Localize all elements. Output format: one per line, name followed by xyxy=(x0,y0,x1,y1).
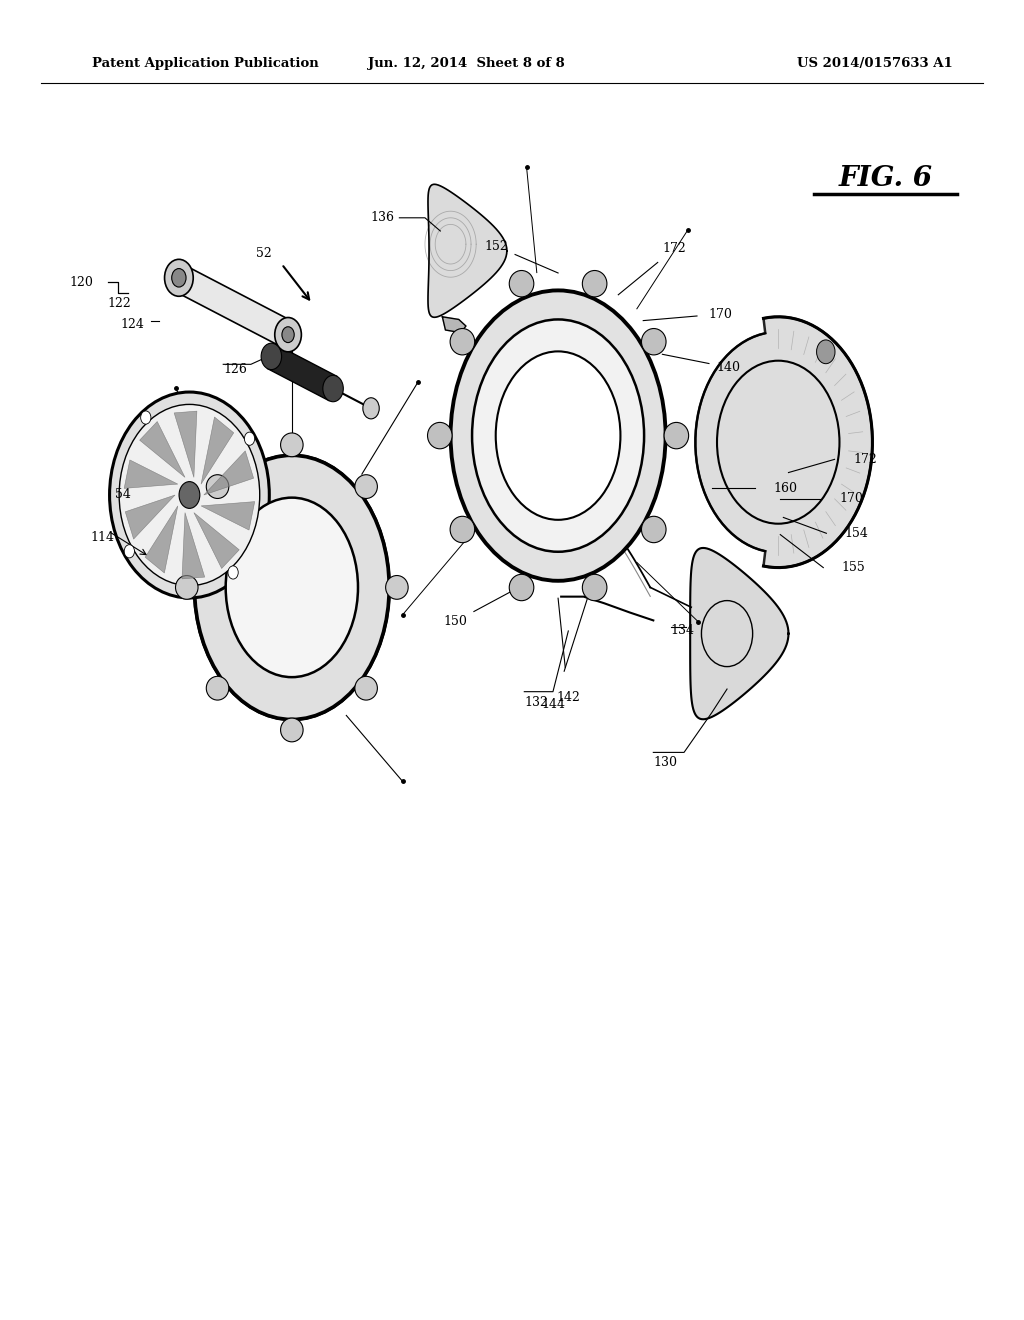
Ellipse shape xyxy=(355,676,378,700)
Text: 122: 122 xyxy=(108,297,131,310)
Ellipse shape xyxy=(451,290,666,581)
Text: 144: 144 xyxy=(542,698,565,711)
Ellipse shape xyxy=(509,271,534,297)
Ellipse shape xyxy=(206,475,228,499)
Polygon shape xyxy=(267,345,337,401)
Polygon shape xyxy=(182,512,205,579)
Circle shape xyxy=(119,404,260,586)
Ellipse shape xyxy=(175,576,198,599)
Text: FIG. 6: FIG. 6 xyxy=(839,165,933,191)
Ellipse shape xyxy=(472,319,644,552)
Text: 170: 170 xyxy=(840,492,863,506)
Ellipse shape xyxy=(428,422,453,449)
Text: 142: 142 xyxy=(556,690,581,704)
Ellipse shape xyxy=(509,574,534,601)
Text: 124: 124 xyxy=(121,318,144,331)
Text: 140: 140 xyxy=(717,360,741,374)
Circle shape xyxy=(245,432,255,445)
Circle shape xyxy=(323,375,343,401)
Circle shape xyxy=(228,566,239,579)
Text: 126: 126 xyxy=(223,363,247,376)
Text: 172: 172 xyxy=(663,242,686,255)
Ellipse shape xyxy=(641,516,666,543)
Circle shape xyxy=(816,341,835,364)
Ellipse shape xyxy=(665,422,689,449)
Circle shape xyxy=(165,259,194,296)
Text: 155: 155 xyxy=(842,561,865,574)
Polygon shape xyxy=(695,317,872,568)
Ellipse shape xyxy=(641,329,666,355)
Text: 136: 136 xyxy=(371,211,394,224)
Circle shape xyxy=(282,327,294,343)
Circle shape xyxy=(179,482,200,508)
Polygon shape xyxy=(125,495,175,539)
Ellipse shape xyxy=(583,574,607,601)
Text: 132: 132 xyxy=(524,696,548,709)
Circle shape xyxy=(274,318,301,352)
Polygon shape xyxy=(428,185,507,317)
Text: 170: 170 xyxy=(708,308,732,321)
Text: 152: 152 xyxy=(484,240,509,253)
Ellipse shape xyxy=(451,516,475,543)
Polygon shape xyxy=(139,421,185,478)
Polygon shape xyxy=(174,411,197,478)
Polygon shape xyxy=(194,512,240,569)
Polygon shape xyxy=(201,417,233,484)
Text: US 2014/0157633 A1: US 2014/0157633 A1 xyxy=(797,57,952,70)
Text: 134: 134 xyxy=(671,624,694,638)
Polygon shape xyxy=(145,506,178,573)
Circle shape xyxy=(172,268,186,286)
Text: 160: 160 xyxy=(773,482,797,495)
Circle shape xyxy=(261,343,282,370)
Text: 172: 172 xyxy=(853,453,877,466)
Text: Jun. 12, 2014  Sheet 8 of 8: Jun. 12, 2014 Sheet 8 of 8 xyxy=(368,57,564,70)
Ellipse shape xyxy=(281,433,303,457)
Ellipse shape xyxy=(195,455,389,719)
Ellipse shape xyxy=(355,475,378,499)
Text: 54: 54 xyxy=(115,488,131,502)
Circle shape xyxy=(362,397,379,418)
Ellipse shape xyxy=(386,576,409,599)
Ellipse shape xyxy=(451,329,475,355)
Text: 56: 56 xyxy=(489,395,506,408)
Ellipse shape xyxy=(206,676,228,700)
Polygon shape xyxy=(690,548,788,719)
Text: 114: 114 xyxy=(90,531,114,544)
Polygon shape xyxy=(175,264,292,348)
Text: 150: 150 xyxy=(443,615,467,628)
Text: Patent Application Publication: Patent Application Publication xyxy=(92,57,318,70)
Text: 52: 52 xyxy=(256,247,272,260)
Polygon shape xyxy=(442,317,466,333)
Circle shape xyxy=(140,411,151,424)
Ellipse shape xyxy=(225,498,358,677)
Circle shape xyxy=(124,545,134,558)
Polygon shape xyxy=(124,459,178,488)
Text: 120: 120 xyxy=(70,276,93,289)
Polygon shape xyxy=(204,451,254,495)
Ellipse shape xyxy=(281,718,303,742)
Text: 130: 130 xyxy=(653,756,677,770)
Polygon shape xyxy=(201,502,255,531)
Text: 154: 154 xyxy=(845,527,868,540)
Ellipse shape xyxy=(583,271,607,297)
Ellipse shape xyxy=(496,351,621,520)
Text: 112: 112 xyxy=(186,545,210,558)
Circle shape xyxy=(110,392,269,598)
